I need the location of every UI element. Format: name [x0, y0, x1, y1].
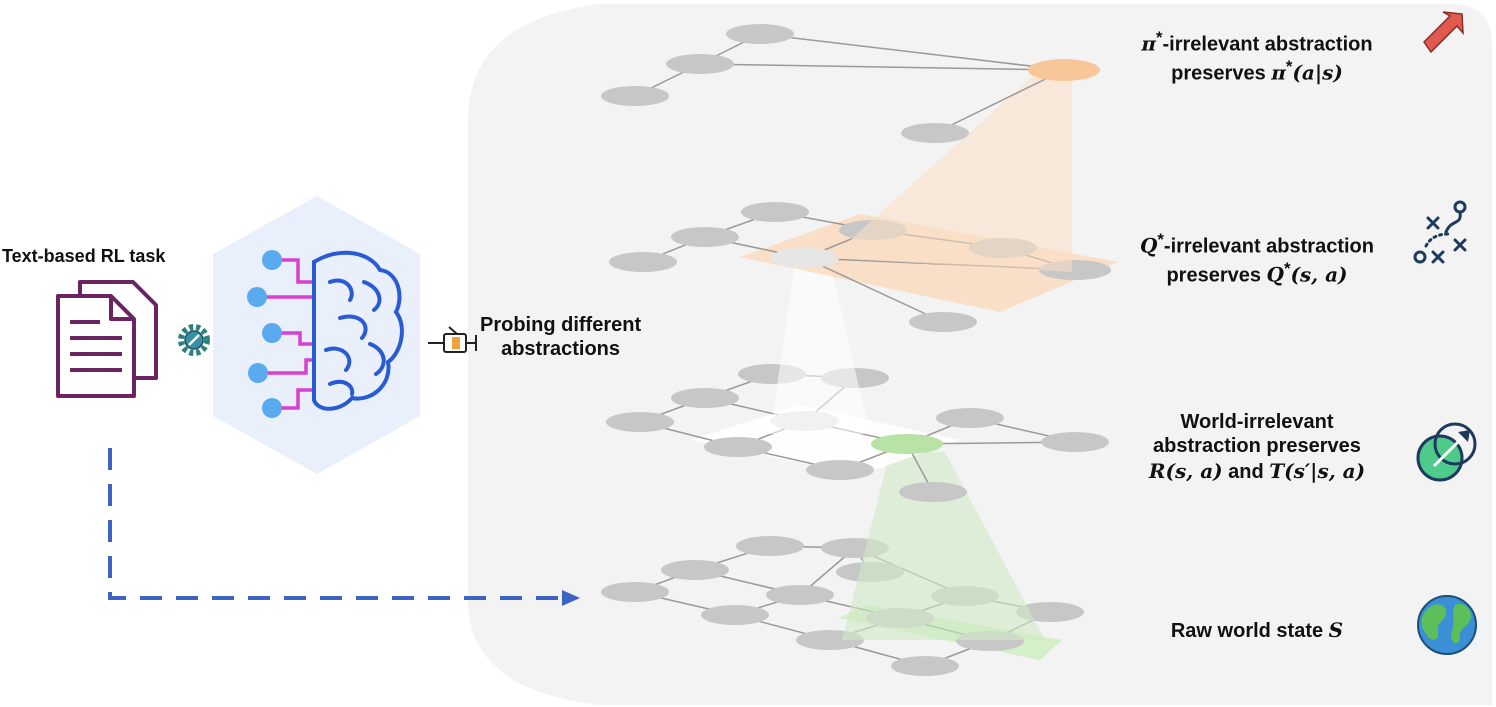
policy-layer [601, 24, 1100, 143]
q-preserved-symbol: Q [1266, 262, 1284, 287]
policy-label-line1: π*-irrelevant abstraction [1112, 28, 1402, 57]
gear-icon [178, 324, 210, 356]
q-label-line2: preserves Q*(s, a) [1112, 259, 1402, 288]
policy-preserved-symbol: π [1271, 60, 1286, 85]
abstraction-panel [468, 4, 1492, 705]
probe-label-line1: Probing different [480, 314, 642, 336]
policy-symbol: π [1141, 31, 1157, 56]
q-label-text: -irrelevant abstraction [1163, 235, 1374, 258]
q-projection-beam [770, 262, 870, 434]
dashed-arrow-head [562, 590, 580, 606]
world-label-line1: World-irrelevant [1180, 411, 1334, 433]
task-label: Text-based RL task [2, 246, 166, 266]
world-and: and [1222, 460, 1270, 483]
world-level-label: World-irrelevant abstraction preserves R… [1112, 410, 1402, 484]
play-diagram-icon [1413, 200, 1467, 264]
policy-highlight-node [1028, 59, 1100, 81]
policy-nodes [601, 24, 969, 143]
world-projection-beam [842, 452, 1045, 640]
q-level-label: Q*-irrelevant abstraction preserves Q*(s… [1112, 230, 1402, 288]
policy-level-label: π*-irrelevant abstraction preserves π*(a… [1112, 28, 1402, 86]
world-highlight-node [871, 434, 943, 454]
policy-preserves: preserves [1171, 62, 1266, 85]
brain-icon [213, 196, 420, 474]
q-superscript: * [1157, 230, 1164, 249]
policy-preserved-superscript: * [1285, 57, 1293, 77]
target-arrow-icon [1416, 422, 1477, 482]
probe-label-line2: abstractions [501, 338, 621, 361]
raw-nodes [601, 536, 1084, 676]
world-white-region [690, 405, 960, 475]
raw-level-label: Raw world state S [1112, 618, 1402, 643]
policy-expression: (a|s) [1292, 60, 1343, 85]
policy-superscript: * [1156, 28, 1163, 47]
q-expression: (s, a) [1290, 262, 1348, 287]
raw-symbol: S [1328, 618, 1344, 642]
world-label-line2: abstraction preserves [1153, 435, 1361, 458]
world-transition-expression: T(s′|s, a) [1269, 458, 1366, 483]
q-symbol: Q [1140, 233, 1158, 258]
policy-projection-beam [830, 74, 1072, 272]
world-reward-expression: R(s, a) [1148, 458, 1223, 483]
probe-icon [428, 326, 477, 353]
dashed-arrow [108, 448, 565, 600]
arrow-icon [1423, 11, 1464, 54]
document-icon [56, 280, 158, 398]
probe-label: Probing different abstractions [480, 313, 641, 362]
q-label-line1: Q*-irrelevant abstraction [1112, 230, 1402, 259]
policy-label-text: -irrelevant abstraction [1162, 33, 1373, 56]
raw-label-text: Raw world state [1170, 620, 1329, 642]
q-preserves: preserves [1166, 264, 1261, 287]
q-preserved-superscript: * [1283, 259, 1291, 279]
world-label-line3: R(s, a) and T(s′|s, a) [1112, 459, 1402, 484]
globe-icon [1417, 595, 1477, 655]
policy-label-line2: preserves π*(a|s) [1112, 57, 1402, 86]
